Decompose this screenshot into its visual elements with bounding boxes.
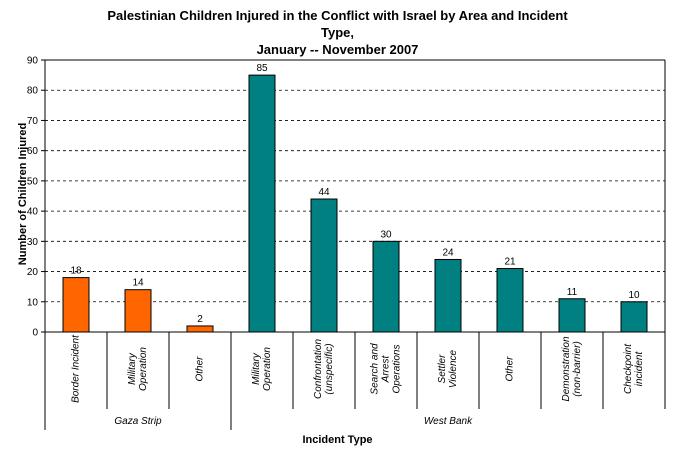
chart-title-line2: Type, [321,25,354,40]
category-label: Operation [138,347,149,391]
data-label: 10 [628,290,640,301]
bar [62,277,90,333]
category-label: Settler [437,354,448,384]
data-label: 85 [256,63,268,74]
group-label: Gaza Strip [114,416,162,427]
data-label: 24 [442,247,454,258]
bar [372,240,400,333]
y-tick-label: 60 [27,146,39,157]
bar [496,268,524,333]
data-label: 11 [567,287,578,298]
y-tick-label: 40 [27,207,39,218]
category-label: Operation [262,347,273,391]
bar [620,301,648,333]
category-label: Border Incident [71,334,82,403]
y-tick-label: 50 [27,176,39,187]
y-tick-label: 30 [27,237,39,248]
category-label: (non-barrier) [572,341,583,397]
bar [124,289,152,333]
bar [558,298,586,333]
data-label: 30 [380,229,392,240]
category-label: Demonstration [561,336,572,401]
data-label: 2 [197,314,203,325]
category-label: incident [634,351,645,387]
category-label: Other [195,356,206,382]
group-label: West Bank [424,416,473,427]
y-tick-label: 80 [27,86,39,97]
y-tick-label: 20 [27,267,39,278]
chart-title-line1: Palestinian Children Injured in the Conf… [107,8,568,23]
y-tick-label: 70 [27,116,39,127]
data-label: 21 [504,257,516,268]
data-label: 14 [132,278,144,289]
bar [310,198,338,333]
bar [186,325,214,333]
category-label: Operations [392,345,403,394]
category-label: (unspecific) [324,343,335,394]
bar [248,74,276,333]
chart-title-line3: January -- November 2007 [256,42,419,57]
category-label: Military [127,352,138,385]
bar [434,258,462,333]
category-label: Other [505,356,516,382]
category-label: Checkpoint [623,343,634,394]
category-label: Military [251,352,262,385]
y-tick-label: 90 [27,56,39,67]
data-label: 44 [318,187,330,198]
category-label: Arrest [381,354,392,383]
x-axis-title: Incident Type [302,434,373,446]
data-label: 18 [70,266,82,277]
y-tick-label: 10 [27,297,39,308]
category-label: Search and [370,343,381,395]
category-label: Confrontation [313,339,324,399]
y-tick-label: 0 [32,328,38,339]
category-label: Violence [448,349,459,388]
y-axis-title: Number of Children Injured [17,122,29,266]
